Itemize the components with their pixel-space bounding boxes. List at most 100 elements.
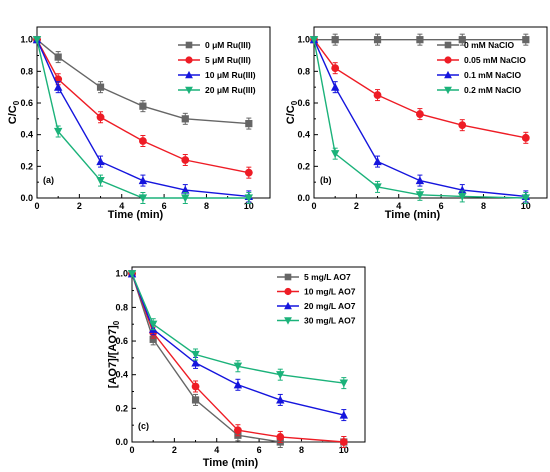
data-point [148,320,158,329]
data-point [330,82,340,91]
data-point [96,83,105,91]
x-tick-label: 4 [214,445,219,455]
legend-marker [185,41,193,49]
x-tick-label: 8 [299,445,304,455]
legend-entry: 20 μM Ru(III) [205,85,256,95]
data-point [233,380,243,389]
legend-entry: 0.2 mM NaClO [464,85,522,95]
data-point [53,82,63,91]
data-point [233,362,243,371]
series-line [313,39,526,199]
data-point [373,36,382,44]
series-line [313,39,526,139]
legend-entry: 0.05 mM NaClO [464,55,526,65]
legend-marker [185,86,193,95]
series-line [131,273,344,443]
y-axis-title-subscript: 0 [290,100,299,105]
data-point [373,183,382,192]
x-tick-label: 0 [34,201,39,211]
legend-marker [284,317,292,325]
legend-entry: 30 mg/L AO7 [304,316,356,326]
data-point [138,194,148,203]
x-tick-label: 10 [244,201,254,211]
legend: 0 μM Ru(III) 5 μM Ru(III) 10 μM Ru(III) 20 … [178,40,256,95]
x-axis-title: Time (min) [203,457,259,469]
x-axis-title: Time (min) [385,209,441,221]
series-4 [32,36,254,204]
y-tick-label: 0.0 [20,193,33,203]
legend-entry: 10 μM Ru(III) [205,70,256,80]
x-tick-label: 10 [521,201,531,211]
data-point [521,194,531,203]
data-point [54,53,62,61]
data-point [138,176,148,185]
data-point [339,438,348,446]
data-point [139,102,147,110]
data-point [458,121,467,130]
data-point [330,150,340,159]
y-axis-title-main: C/C [7,105,19,124]
data-point [245,119,253,128]
y-axis-title-main: C/C [285,105,297,124]
x-tick-label: 2 [172,445,177,455]
data-point [96,157,105,166]
data-point [244,168,253,177]
data-point [191,350,200,359]
x-tick-label: 8 [481,201,486,211]
data-point [244,194,254,203]
y-tick-label: 0.0 [115,437,128,447]
panel-label: (c) [138,421,149,431]
series-4 [127,270,349,390]
y-tick-label: 0.8 [115,302,128,312]
series-line [131,273,344,416]
data-point [149,335,157,343]
series-line [313,39,526,198]
data-point [181,156,190,164]
data-point [276,433,285,441]
series-line [131,273,344,443]
legend-entry: 0.1 mM NaClO [464,70,522,80]
y-tick-label: 1.0 [115,269,128,279]
legend-entry: 5 mg/L AO7 [304,272,351,282]
legend-marker [185,56,193,64]
legend-marker [444,70,452,79]
data-point [127,270,137,279]
data-point [458,36,466,44]
y-tick-label: 0.4 [20,130,33,140]
data-point [32,36,42,45]
data-point [53,127,63,136]
data-point [181,194,190,203]
x-tick-label: 4 [396,201,401,211]
data-point [339,410,349,419]
data-point [181,115,189,123]
legend-marker [444,41,452,49]
data-point [276,395,285,404]
data-point [181,185,190,194]
y-axis-title: C/C0 [7,100,21,124]
x-tick-label: 8 [204,201,209,211]
y-tick-label: 0.6 [297,98,310,108]
series-line [36,39,249,174]
chart-panel-3: 0 2 4 6 8 10 0.0 0.2 0.4 0.6 0.8 1.0 Time (min) [AO7]… [107,266,366,469]
y-tick-label: 0.2 [297,161,310,171]
y-tick-label: 0.8 [297,66,310,76]
data-point [373,157,382,166]
legend: 0 mM NaClO 0.05 mM NaClO 0.1 mM NaClO 0.2 m… [437,40,526,95]
y-tick-label: 0.2 [115,403,128,413]
data-point [416,36,424,44]
legend-marker [444,86,452,95]
y-axis-title: [AO7]/[AO7]0 [107,320,121,388]
y-axis-title-main: [AO7]/[AO7] [107,325,119,388]
data-point [373,91,382,99]
data-point [96,176,105,185]
y-tick-label: 0.8 [20,66,33,76]
data-point [234,426,242,435]
series-line [131,273,344,384]
data-point [139,137,147,145]
x-tick-label: 2 [354,201,359,211]
data-point [309,36,319,45]
legend-entry: 10 mg/L AO7 [304,287,356,297]
x-tick-label: 6 [439,201,444,211]
